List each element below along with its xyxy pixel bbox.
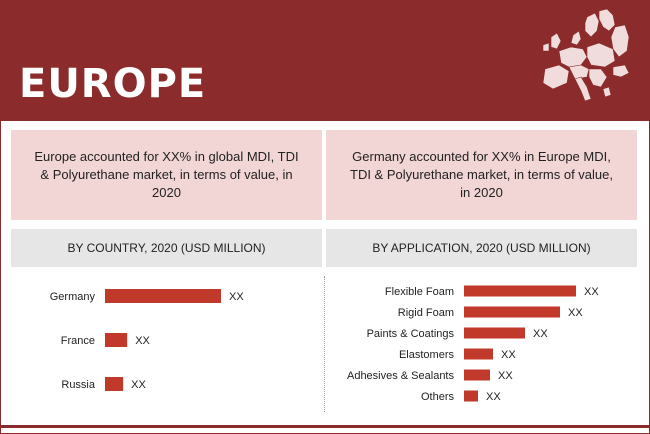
application-category-label: Others — [421, 391, 455, 403]
application-category-label: Adhesives & Sealants — [347, 370, 455, 382]
country-category-label: Germany — [50, 291, 96, 303]
application-value-label: XX — [584, 286, 599, 298]
application-bar — [464, 306, 560, 318]
application-bar — [464, 369, 490, 381]
europe-map-icon — [542, 8, 630, 102]
application-bar — [464, 390, 478, 402]
application-value-label: XX — [501, 349, 516, 361]
info-text-europe-share: Europe accounted for XX% in global MDI, … — [34, 149, 299, 200]
application-chart-title: BY APPLICATION, 2020 (USD MILLION) — [372, 241, 591, 255]
country-bar-chart: Germany XX France XX Russia XX — [50, 289, 244, 391]
chart-divider — [324, 276, 325, 412]
application-category-label: Elastomers — [399, 349, 455, 361]
application-chart-header: BY APPLICATION, 2020 (USD MILLION) — [326, 229, 637, 267]
application-category-label: Flexible Foam — [385, 286, 454, 298]
application-value-label: XX — [498, 370, 513, 382]
header-banner: EUROPE — [1, 1, 649, 121]
country-bar — [105, 377, 124, 391]
country-value-label: XX — [131, 379, 146, 391]
application-bar-chart: Flexible Foam XX Rigid Foam XX Paints & Coat… — [347, 285, 599, 403]
country-category-label: Russia — [61, 379, 96, 391]
info-box-germany-share: Germany accounted for XX% in Europe MDI,… — [326, 130, 637, 220]
application-category-label: Rigid Foam — [398, 307, 454, 319]
country-value-label: XX — [229, 291, 244, 303]
application-value-label: XX — [568, 307, 583, 319]
bottom-rule — [1, 425, 649, 428]
country-bar — [105, 333, 128, 347]
application-value-label: XX — [533, 328, 548, 340]
region-title: EUROPE — [19, 61, 207, 107]
application-value-label: XX — [486, 391, 501, 403]
country-value-label: XX — [135, 335, 150, 347]
info-text-germany-share: Germany accounted for XX% in Europe MDI,… — [350, 149, 613, 200]
application-bar — [464, 327, 525, 339]
country-chart-header: BY COUNTRY, 2020 (USD MILLION) — [11, 229, 322, 267]
country-category-label: France — [61, 335, 95, 347]
country-bar — [105, 289, 221, 303]
country-chart-title: BY COUNTRY, 2020 (USD MILLION) — [67, 241, 266, 255]
application-category-label: Paints & Coatings — [367, 328, 455, 340]
application-bar — [464, 348, 493, 360]
application-bar — [464, 285, 576, 297]
info-box-europe-share: Europe accounted for XX% in global MDI, … — [11, 130, 322, 220]
